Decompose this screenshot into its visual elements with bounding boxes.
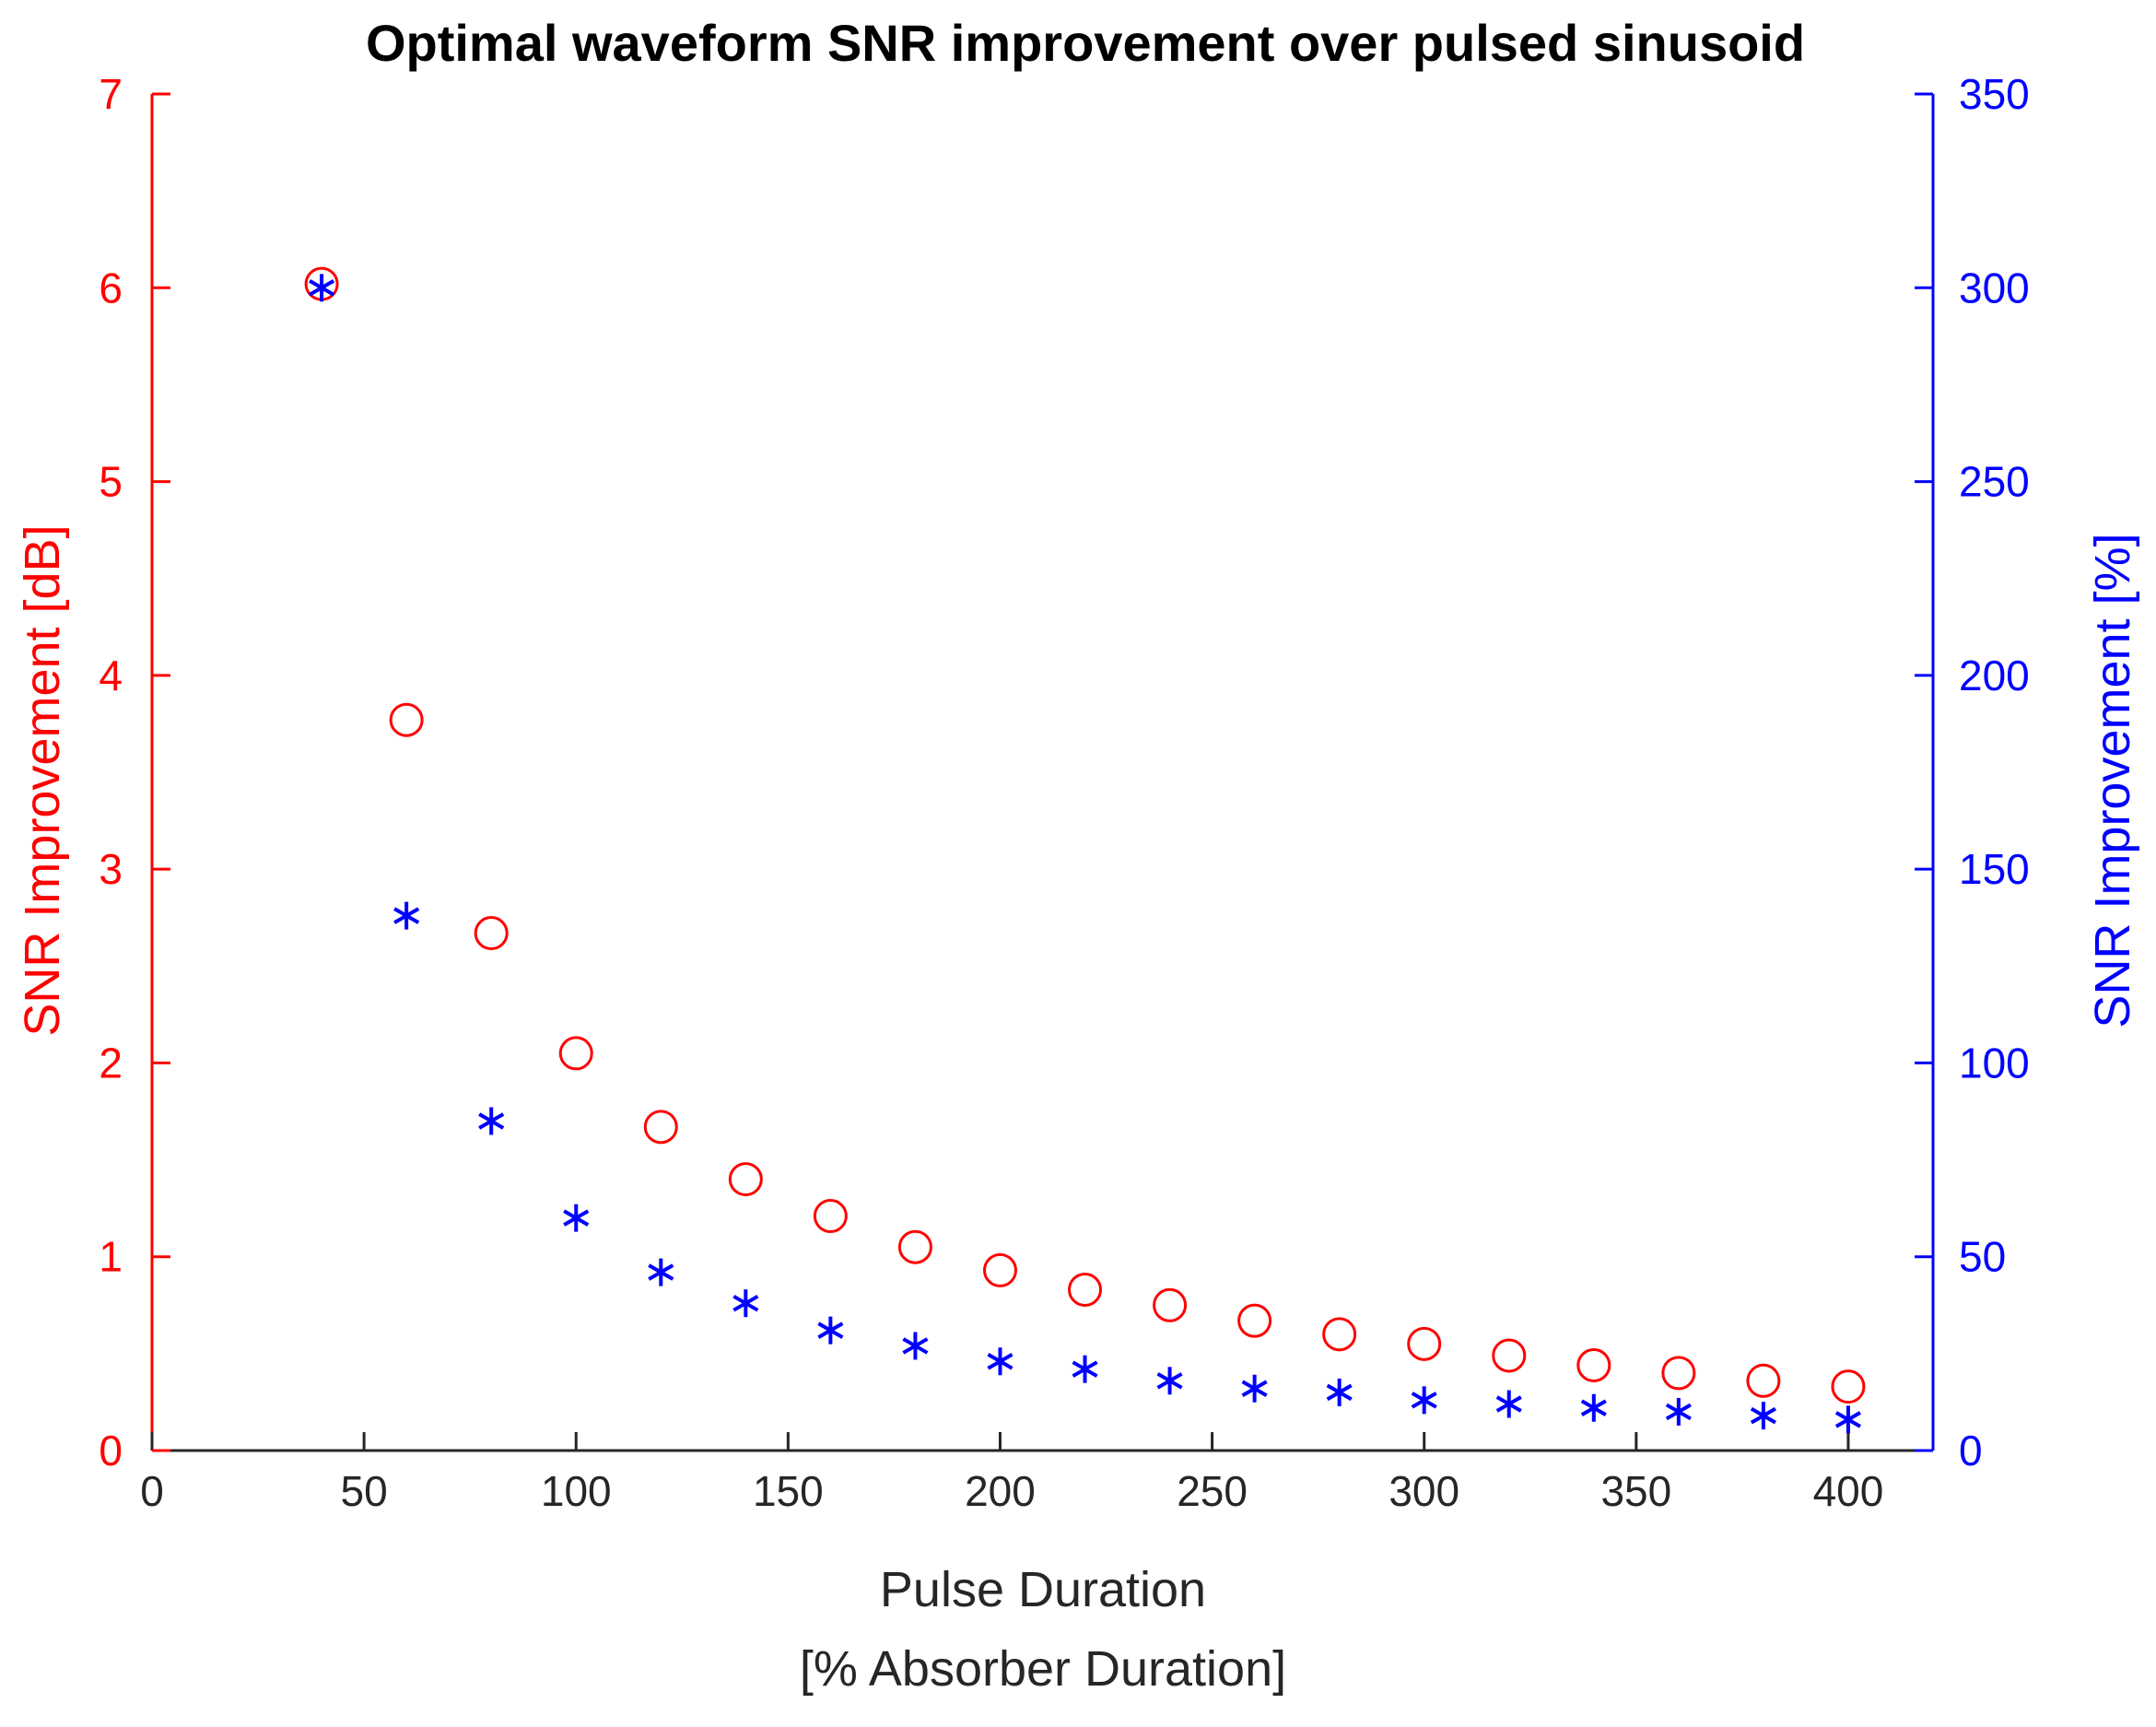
data-point-percent xyxy=(732,1289,759,1318)
markers xyxy=(304,266,1866,1434)
y-tick-label-left: 3 xyxy=(99,845,123,893)
data-point-percent xyxy=(1411,1386,1437,1415)
y-tick-label-left: 5 xyxy=(99,458,123,506)
y-tick-label-left: 1 xyxy=(99,1233,123,1281)
x-tick-label: 350 xyxy=(1600,1467,1671,1515)
y-tick-label-left: 0 xyxy=(99,1427,123,1474)
chart-title: Optimal waveform SNR improvement over pu… xyxy=(366,14,1805,72)
data-point-db xyxy=(1322,1317,1357,1352)
data-point-percent xyxy=(1072,1355,1098,1383)
data-point-percent xyxy=(648,1258,674,1286)
y-tick-label-left: 6 xyxy=(99,264,123,311)
data-point-db xyxy=(558,1036,593,1071)
data-point-percent xyxy=(563,1204,590,1232)
data-point-percent xyxy=(1665,1397,1692,1426)
y-tick-label-right: 100 xyxy=(1959,1039,2030,1087)
data-point-db xyxy=(897,1229,932,1264)
data-point-percent xyxy=(817,1316,844,1345)
y-tick-label-right: 300 xyxy=(1959,264,2030,311)
data-point-percent xyxy=(393,901,420,930)
y-tick-label-right: 150 xyxy=(1959,845,2030,893)
data-point-percent xyxy=(1750,1402,1776,1430)
y-axis-label-left: SNR Improvement [dB] xyxy=(15,524,70,1036)
x-tick-label: 100 xyxy=(541,1467,612,1515)
y-tick-label-right: 200 xyxy=(1959,652,2030,699)
axes xyxy=(150,94,1935,1452)
x-tick-label: 200 xyxy=(965,1467,1036,1515)
data-point-db xyxy=(1068,1272,1103,1307)
x-tick-label: 300 xyxy=(1389,1467,1459,1515)
data-point-percent xyxy=(1834,1405,1861,1434)
data-point-db xyxy=(1661,1356,1696,1391)
y-tick-label-left: 2 xyxy=(99,1039,123,1087)
data-point-percent xyxy=(478,1107,505,1135)
data-point-percent xyxy=(309,274,335,302)
y-tick-label-right: 0 xyxy=(1959,1427,1983,1474)
data-point-db xyxy=(1153,1287,1188,1322)
x-tick-label: 150 xyxy=(753,1467,824,1515)
data-point-db xyxy=(1237,1303,1272,1338)
data-point-db xyxy=(643,1110,678,1145)
x-axis-label: Pulse Duration xyxy=(880,1562,1206,1617)
x-tick-label: 250 xyxy=(1177,1467,1248,1515)
data-point-percent xyxy=(1495,1390,1522,1418)
y-tick-label-right: 350 xyxy=(1959,70,2030,118)
data-point-db xyxy=(1831,1369,1866,1404)
data-point-db xyxy=(728,1162,763,1197)
y-tick-label-right: 50 xyxy=(1959,1233,2006,1281)
data-point-db xyxy=(1746,1363,1781,1398)
y-tick-label-left: 7 xyxy=(99,70,123,118)
data-point-percent xyxy=(987,1347,1014,1376)
data-point-percent xyxy=(1580,1393,1607,1422)
y-axis-label-right: SNR Improvement [%] xyxy=(2085,533,2140,1028)
data-point-percent xyxy=(1326,1378,1353,1406)
data-point-db xyxy=(1576,1347,1611,1382)
data-point-db xyxy=(1407,1326,1442,1361)
data-point-db xyxy=(389,702,424,737)
data-point-db xyxy=(982,1252,1017,1287)
x-tick-label: 50 xyxy=(341,1467,388,1515)
data-point-percent xyxy=(1241,1374,1268,1403)
y-tick-label-left: 4 xyxy=(99,652,123,699)
data-point-db xyxy=(813,1199,848,1234)
ticks: 0 50 100 150 200 250 300 350 400 0 1 2 3 4 5 6 7 0 50 100 15… xyxy=(99,70,2029,1515)
y-tick-label-right: 250 xyxy=(1959,458,2030,506)
data-point-percent xyxy=(902,1332,929,1360)
x-tick-label: 400 xyxy=(1813,1467,1884,1515)
data-point-db xyxy=(1492,1338,1527,1373)
data-point-db xyxy=(474,916,509,951)
data-point-percent xyxy=(1156,1367,1183,1395)
x-tick-label: 0 xyxy=(140,1467,164,1515)
x-axis-label-line2: [% Absorber Duration] xyxy=(800,1641,1286,1697)
